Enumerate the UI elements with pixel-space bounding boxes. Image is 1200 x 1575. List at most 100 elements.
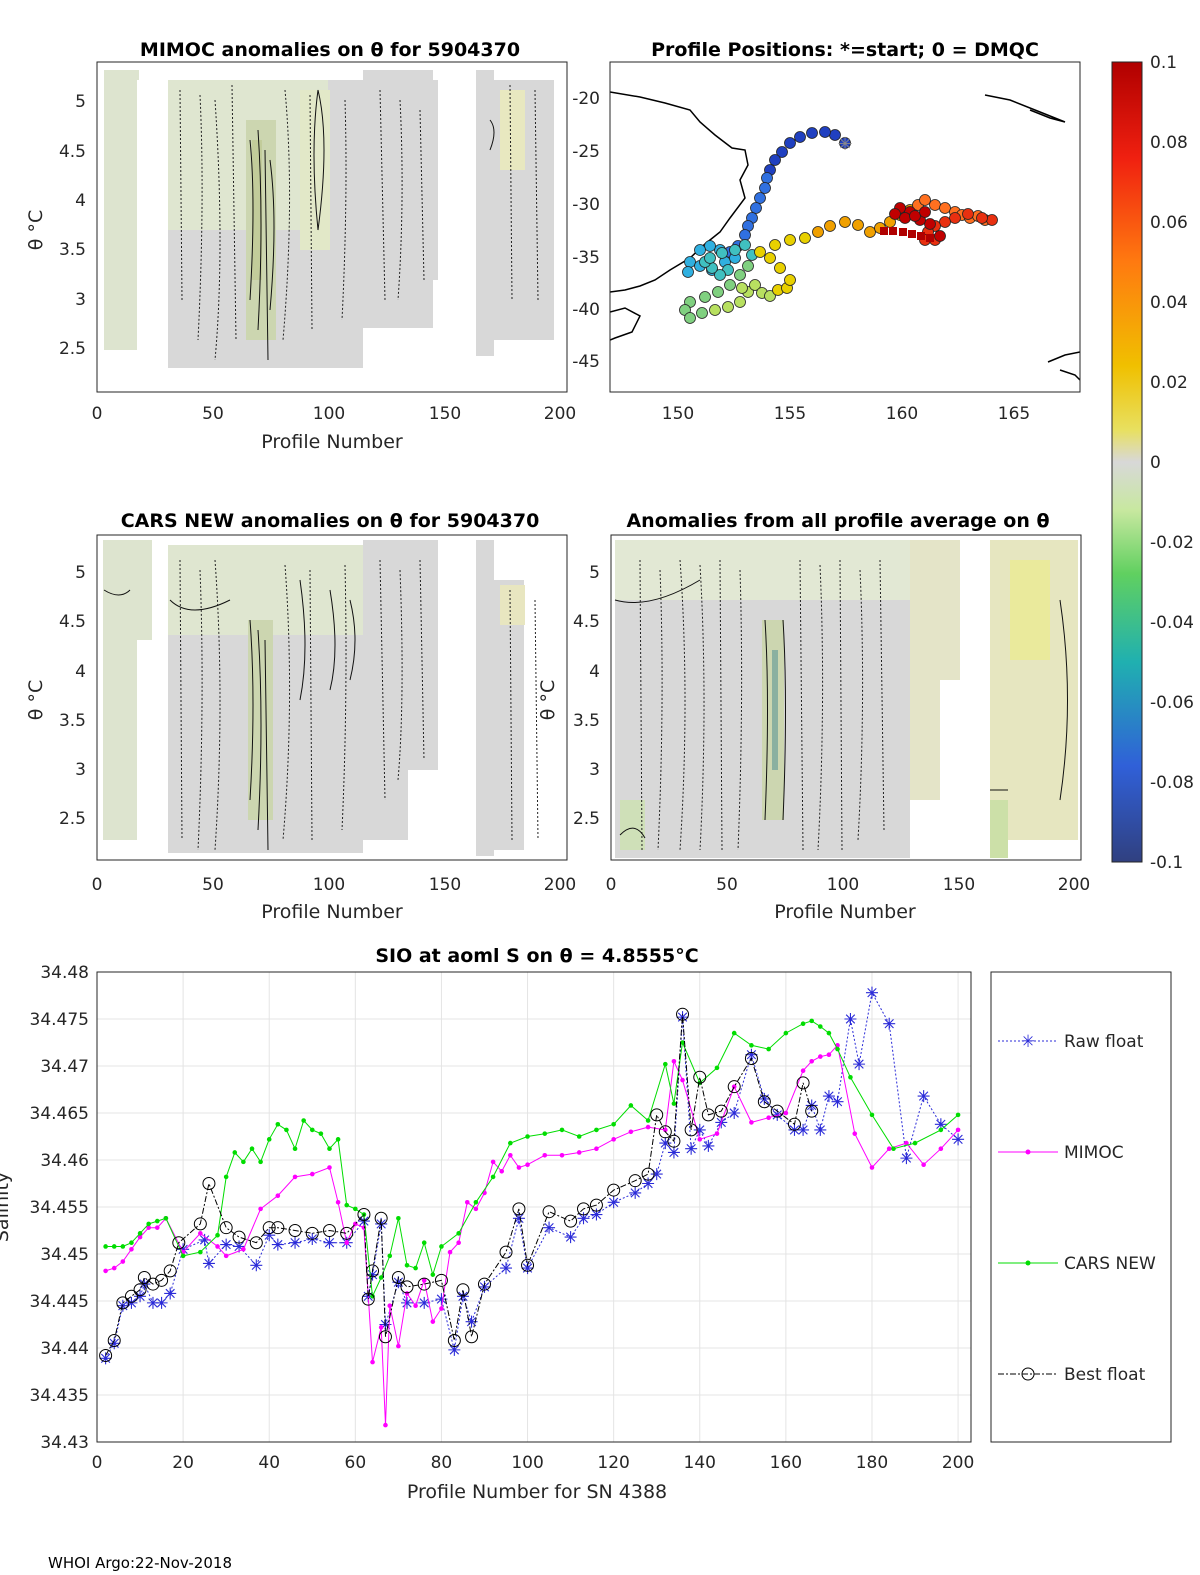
profile-position <box>764 252 776 264</box>
data-point <box>378 1330 392 1344</box>
mimoc-xtick: 50 <box>202 404 224 424</box>
profile-position <box>934 230 946 242</box>
cars-ytick: 4.5 <box>59 612 86 632</box>
data-point <box>663 1061 668 1067</box>
data-point <box>831 1095 844 1108</box>
data-point <box>396 1343 401 1349</box>
x-tick-label: 20 <box>172 1453 194 1473</box>
colorbar: 0.1 0.08 0.06 0.04 0.02 0 -0.02 -0.04 -0… <box>1111 53 1194 873</box>
profile-position <box>704 252 716 264</box>
cars-ytick: 2.5 <box>59 809 86 829</box>
profile-position <box>819 126 831 138</box>
profile-position <box>812 226 824 238</box>
profile-position <box>722 301 734 313</box>
mimoc-xtick: 100 <box>313 404 345 424</box>
data-point <box>370 1359 375 1365</box>
mimoc-anomaly-field <box>104 70 554 368</box>
data-point <box>413 1303 418 1308</box>
cars-ytick: 4 <box>75 662 86 682</box>
data-point <box>818 1054 823 1059</box>
cars-anomaly-field <box>103 540 539 856</box>
data-point <box>516 1165 522 1170</box>
data-point <box>413 1265 418 1271</box>
data-point <box>835 1046 840 1052</box>
data-point <box>344 1202 350 1208</box>
data-point <box>116 1296 130 1310</box>
data-point <box>508 1140 513 1146</box>
data-point <box>853 1058 866 1071</box>
profile-position <box>694 244 706 256</box>
data-point <box>628 1103 634 1108</box>
start-marker: ✳ <box>837 134 852 155</box>
data-point <box>137 1271 151 1284</box>
profile-position <box>716 247 728 259</box>
data-point <box>180 1253 186 1259</box>
profile-position <box>734 269 746 281</box>
mimoc-ytick: 3.5 <box>59 240 86 260</box>
mimoc-xtick: 150 <box>429 404 461 424</box>
dot-icon <box>1025 1260 1031 1266</box>
data-point <box>198 1233 211 1246</box>
data-point <box>770 1104 784 1118</box>
profile-position <box>889 208 901 220</box>
mimoc-xtick: 200 <box>544 404 576 424</box>
mimoc-ytick: 4.5 <box>59 142 86 162</box>
data-point <box>103 1244 108 1249</box>
cars-xtick: 200 <box>544 875 576 895</box>
profile-position <box>839 216 851 228</box>
cars-ytick: 3.5 <box>59 711 86 731</box>
data-point <box>198 1249 203 1255</box>
data-point <box>177 1243 190 1256</box>
data-point <box>318 1131 324 1136</box>
profile-position <box>696 307 708 319</box>
data-point <box>133 1283 147 1297</box>
data-point <box>645 1118 651 1123</box>
data-point <box>456 1290 469 1303</box>
y-tick-label: 34.46 <box>40 1151 89 1171</box>
data-point <box>564 1214 578 1228</box>
data-point <box>146 1225 151 1230</box>
data-point <box>607 1196 620 1209</box>
data-point <box>641 1167 655 1181</box>
data-point <box>323 1236 336 1249</box>
data-point <box>134 1290 147 1303</box>
data-point <box>559 1127 565 1133</box>
data-point <box>327 1165 332 1170</box>
data-point <box>465 1315 478 1328</box>
data-point <box>99 1349 113 1363</box>
series-line <box>105 1044 959 1426</box>
profile-position <box>864 226 876 238</box>
profile-position <box>939 216 951 228</box>
cars-title: CARS NEW anomalies on θ for 5904370 <box>121 510 540 532</box>
data-point <box>215 1232 220 1238</box>
data-point <box>508 1153 513 1158</box>
data-point <box>198 1231 203 1236</box>
x-tick-label: 140 <box>684 1453 716 1473</box>
avg-yticks: 5 4.5 4 3.5 3 2.5 <box>573 563 600 829</box>
data-point <box>521 1258 535 1272</box>
data-point <box>361 1292 375 1306</box>
data-point <box>404 1262 410 1268</box>
data-point <box>137 1231 143 1236</box>
data-point <box>766 1046 771 1052</box>
data-point <box>456 1240 461 1246</box>
data-point <box>745 1048 758 1061</box>
profile-position <box>852 219 864 231</box>
x-tick-label: 60 <box>345 1453 367 1473</box>
legend-item-best: Best float <box>998 1365 1146 1385</box>
profile-position <box>712 286 724 298</box>
x-tick-label: 120 <box>597 1453 629 1473</box>
avg-ytick: 3.5 <box>573 711 600 731</box>
avg-xtick: 50 <box>716 875 738 895</box>
profile-position <box>739 229 751 241</box>
data-point <box>391 1271 405 1284</box>
data-point <box>912 1140 918 1146</box>
data-point <box>219 1221 233 1235</box>
data-point <box>344 1240 350 1246</box>
data-point <box>116 1299 129 1312</box>
profile-position <box>684 312 696 324</box>
data-point <box>589 1198 603 1212</box>
series-best-float <box>99 1007 819 1363</box>
data-point <box>309 1127 315 1133</box>
cars-xtick: 50 <box>202 875 224 895</box>
